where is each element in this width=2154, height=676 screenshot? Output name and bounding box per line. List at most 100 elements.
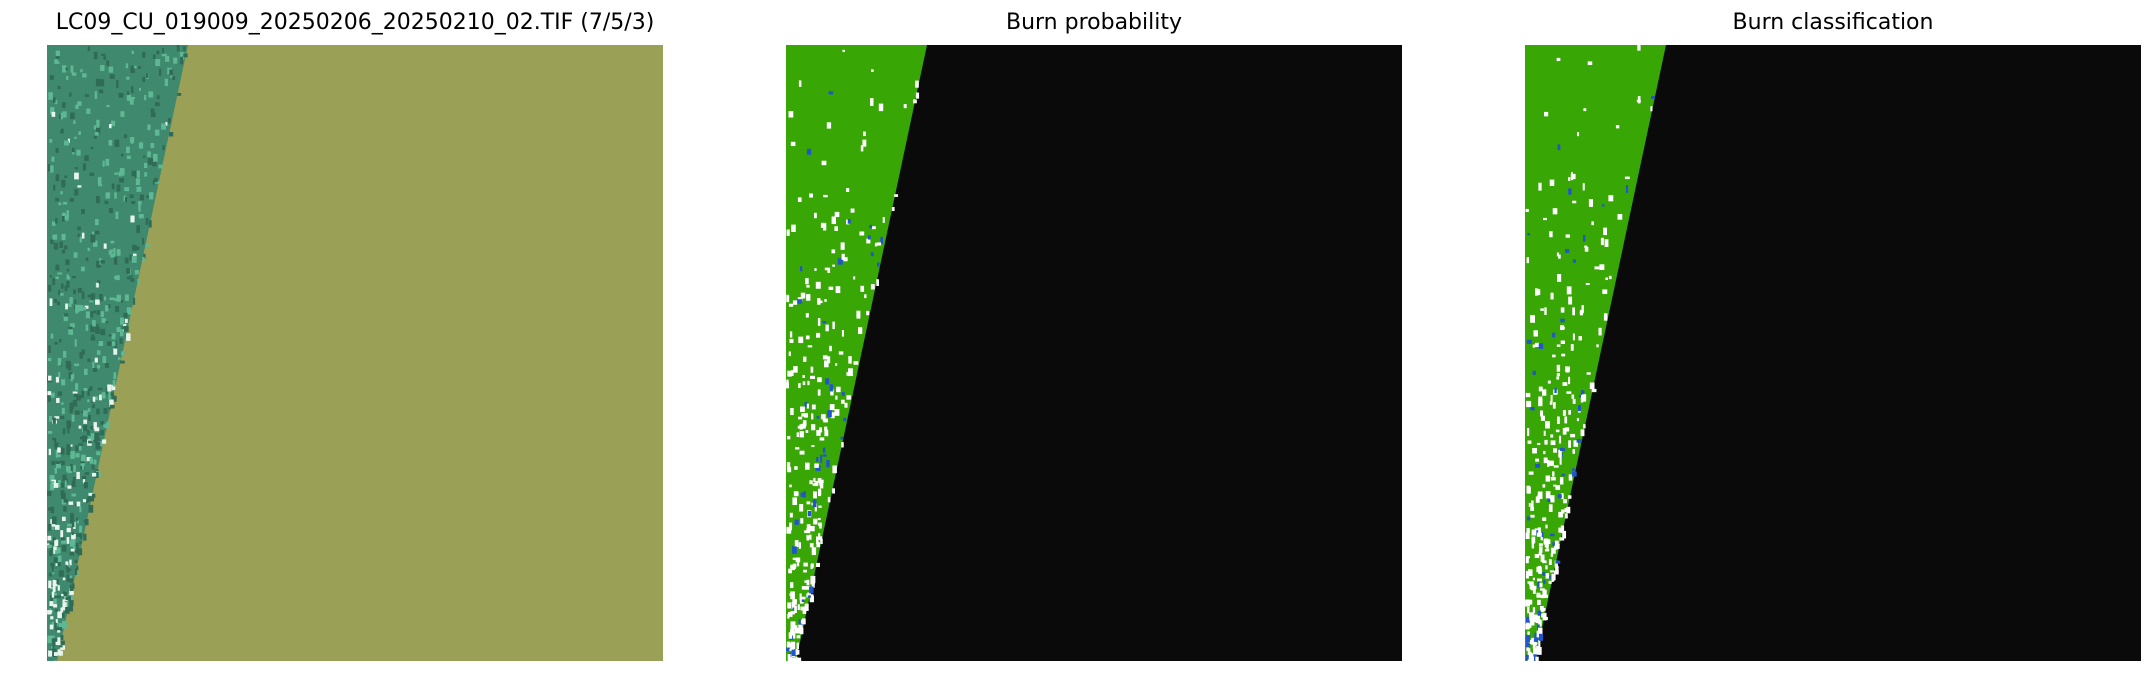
pixel-speck — [1525, 642, 1530, 648]
pixel-speck — [1527, 440, 1532, 444]
pixel-speck — [155, 59, 161, 66]
pixel-speck — [84, 155, 89, 161]
pixel-speck — [816, 430, 821, 436]
pixel-speck — [114, 172, 119, 175]
pixel-speck — [57, 630, 61, 633]
pixel-speck — [85, 324, 89, 331]
pixel-speck — [1603, 227, 1608, 236]
pixel-speck — [48, 375, 52, 381]
pixel-speck — [70, 548, 75, 554]
pixel-speck — [790, 611, 795, 615]
pixel-speck — [1550, 440, 1556, 446]
pixel-speck — [138, 201, 142, 205]
pixel-speck — [86, 457, 92, 462]
pixel-speck — [54, 468, 57, 474]
pixel-speck — [73, 289, 76, 295]
pixel-speck — [891, 207, 895, 212]
pixel-speck — [1555, 429, 1560, 433]
pixel-speck — [77, 287, 83, 293]
pixel-speck — [135, 178, 141, 186]
pixel-speck — [150, 143, 155, 149]
pixel-speck — [55, 264, 60, 271]
pixel-speck — [806, 501, 811, 505]
pixel-speck — [48, 345, 51, 354]
pixel-speck — [92, 368, 98, 372]
pixel-speck — [77, 185, 82, 188]
pixel-speck — [1556, 57, 1561, 62]
pixel-speck — [55, 462, 61, 469]
pixel-speck — [803, 562, 808, 567]
pixel-speck — [798, 542, 802, 549]
pixel-speck — [1549, 179, 1555, 186]
pixel-speck — [79, 532, 83, 540]
pixel-speck — [1600, 237, 1604, 246]
pixel-speck — [805, 462, 810, 470]
pixel-speck — [100, 328, 106, 336]
pixel-speck — [1558, 449, 1562, 458]
pixel-speck — [825, 324, 829, 332]
pixel-speck — [794, 540, 799, 548]
pixel-speck — [822, 447, 826, 453]
pixel-speck — [90, 295, 95, 303]
pixel-speck — [98, 340, 104, 347]
pixel-speck — [79, 541, 82, 544]
pixel-speck — [53, 604, 58, 608]
pixel-speck — [134, 270, 139, 275]
pixel-speck — [133, 253, 137, 256]
pixel-speck — [1562, 410, 1566, 416]
pixel-speck — [55, 376, 60, 383]
pixel-speck — [120, 317, 125, 325]
pixel-speck — [876, 279, 879, 287]
pixel-speck — [798, 80, 802, 87]
pixel-speck — [838, 351, 844, 355]
pixel-speck — [50, 562, 55, 567]
pixel-speck — [805, 586, 811, 590]
pixel-speck — [53, 598, 57, 607]
pixel-speck — [57, 555, 62, 562]
pixel-speck — [801, 586, 807, 590]
pixel-speck — [47, 164, 51, 172]
pixel-speck — [1570, 433, 1576, 438]
composite-image — [47, 45, 663, 661]
pixel-speck — [829, 384, 833, 392]
pixel-speck — [84, 472, 89, 475]
pixel-speck — [108, 139, 113, 146]
pixel-speck — [804, 580, 807, 583]
pixel-speck — [91, 426, 95, 430]
pixel-speck — [55, 50, 60, 57]
pixel-speck — [80, 436, 83, 440]
pixel-speck — [1548, 559, 1552, 565]
pixel-speck — [1526, 654, 1529, 660]
pixel-speck — [58, 202, 62, 206]
pixel-speck — [69, 584, 74, 591]
pixel-speck — [810, 366, 814, 373]
pixel-speck — [818, 505, 822, 508]
pixel-speck — [103, 243, 107, 249]
pixel-speck — [1637, 45, 1641, 51]
pixel-speck — [1563, 499, 1567, 504]
pixel-speck — [129, 97, 134, 105]
pixel-speck — [102, 356, 107, 364]
pixel-speck — [107, 341, 112, 346]
pixel-speck — [804, 530, 808, 534]
pixel-speck — [80, 411, 85, 414]
pixel-speck — [70, 595, 74, 601]
pixel-speck — [95, 230, 100, 235]
pixel-speck — [1554, 570, 1559, 575]
pixel-speck — [859, 231, 865, 236]
pixel-speck — [110, 240, 115, 244]
pixel-speck — [82, 435, 87, 443]
pixel-speck — [63, 592, 68, 597]
pixel-speck — [89, 172, 95, 176]
pixel-speck — [1540, 410, 1544, 417]
pixel-speck — [1554, 560, 1558, 568]
pixel-speck — [1568, 177, 1571, 181]
pixel-speck — [54, 579, 59, 585]
pixel-speck — [1579, 311, 1583, 315]
pixel-speck — [88, 436, 93, 442]
pixel-speck — [866, 238, 871, 244]
pixel-speck — [94, 91, 98, 99]
pixel-speck — [1579, 394, 1582, 398]
pixel-speck — [836, 386, 841, 393]
pixel-speck — [69, 402, 74, 410]
